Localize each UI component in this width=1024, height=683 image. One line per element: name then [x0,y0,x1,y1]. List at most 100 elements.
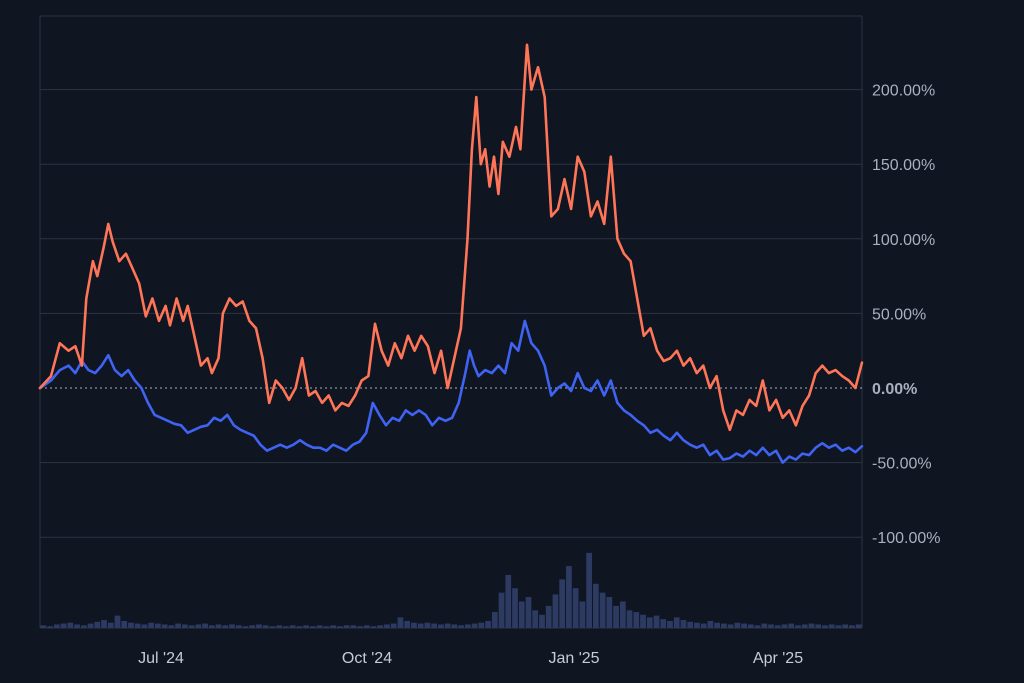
volume-bar [606,597,613,628]
volume-bar [208,625,215,628]
volume-bar [525,597,532,628]
volume-bar [303,625,310,628]
volume-bar [222,625,229,628]
volume-bar [539,614,545,628]
volume-bar [505,574,512,628]
volume-bar [599,592,606,628]
volume-bar [296,626,303,628]
volume-bar [53,624,60,628]
volume-bar [377,625,384,628]
series-line-2 [38,319,864,464]
volume-bar [579,601,586,628]
volume-bar [249,625,256,628]
volume-bar [640,614,646,628]
volume-bar [687,621,694,628]
volume-bar [269,626,276,628]
volume-bar [134,623,141,628]
volume-bar [707,620,714,628]
volume-bar [168,625,175,628]
volume-bar [262,625,269,628]
volume-bar [498,592,505,628]
volume-bar [175,623,181,628]
y-tick-label: 0.00% [872,381,917,398]
volume-bar [788,623,795,628]
volume-bar [613,605,619,628]
x-tick-label: Apr '25 [753,650,803,667]
volume-bar [343,625,350,628]
volume-bar [357,626,363,628]
volume-bar [101,620,107,628]
volume-bar [592,583,599,628]
volume-bar [849,625,855,628]
volume-bar [646,617,653,628]
volume-bar [747,624,754,628]
volume-bar [700,623,707,628]
volume-bar [188,625,195,628]
volume-bar [667,620,673,628]
volume-bar [768,624,774,628]
y-tick-label: 50.00% [872,306,926,323]
volume-bar [67,622,74,628]
volume-bar [572,588,579,628]
volume-bar [660,619,667,628]
volume-bar [774,625,781,628]
volume-bar [161,624,168,628]
volume-bar [512,588,518,628]
volume-bar [808,623,815,628]
volume-bar [417,623,424,628]
volume-bar [721,623,727,628]
volume-bar [485,620,491,628]
volume-bar [276,625,283,628]
volume-bar [370,626,377,628]
volume-bar [451,624,458,628]
volume-bar [471,623,478,628]
x-tick-label: Jul '24 [138,650,184,667]
volume-bar [734,622,741,628]
volume-bar [781,624,788,628]
y-tick-label: -50.00% [872,456,932,473]
volume-bar [47,626,53,628]
volume-bar [626,610,633,628]
volume-bar [478,622,485,628]
volume-bar [229,624,235,628]
volume-bar [828,624,835,628]
volume-bar [350,625,357,628]
volume-bar [619,601,626,628]
volume-bar [444,623,451,628]
volume-bar [128,622,134,628]
volume-bar [242,626,249,628]
volume-bar [316,625,323,628]
volume-bar [815,624,822,628]
volume-bar [545,605,552,628]
volume-bar [181,624,188,628]
y-tick-label: 200.00% [872,83,935,100]
grid [39,15,863,629]
volume-bar [653,615,660,628]
volume-bar [822,625,828,628]
volume-bar [727,624,734,628]
volume-bar [586,552,592,628]
volume-bar [518,601,525,628]
volume-bar [310,626,316,628]
volume-bar [566,566,572,628]
volume-bar [714,622,721,628]
volume-bar [390,623,397,628]
volume-bar [235,625,242,628]
volume-bar [694,622,700,628]
volume-bars [40,552,862,628]
volume-bar [835,625,842,628]
volume-bar [202,623,208,628]
volume-bar [107,622,114,628]
volume-bar [330,625,336,628]
volume-bar [40,625,47,628]
volume-bar [673,617,680,628]
volume-bar [431,623,438,628]
volume-bar [384,624,390,628]
volume-bar [795,625,801,628]
volume-bar [741,623,747,628]
y-tick-label: 150.00% [872,157,935,174]
volume-bar [552,594,559,628]
volume-bar [491,612,498,628]
